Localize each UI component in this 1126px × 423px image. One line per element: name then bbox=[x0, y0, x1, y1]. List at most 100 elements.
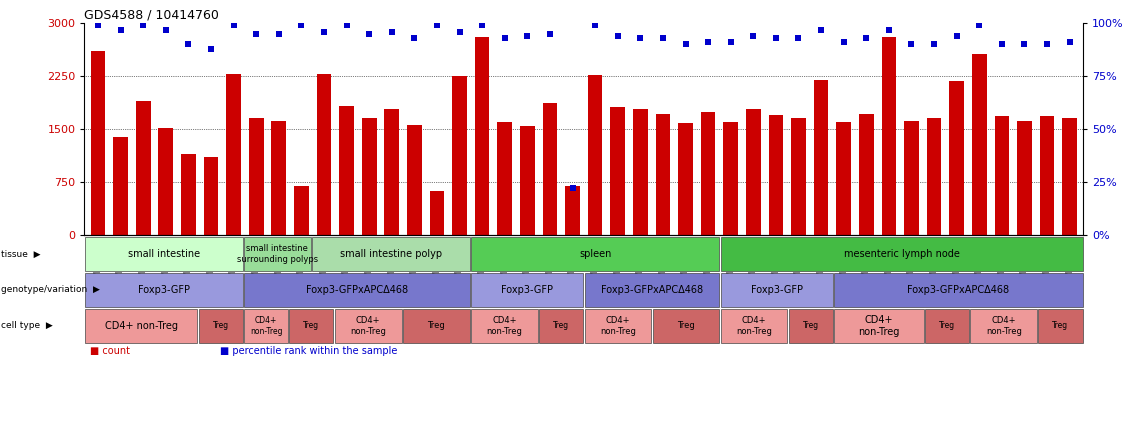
Bar bbox=[198, 309, 243, 343]
Point bbox=[812, 26, 830, 33]
Bar bbox=[498, 122, 512, 235]
Bar bbox=[678, 123, 692, 235]
Point bbox=[157, 26, 175, 33]
Text: CD4+
non-Treg: CD4+ non-Treg bbox=[486, 316, 522, 335]
Text: ■ percentile rank within the sample: ■ percentile rank within the sample bbox=[220, 346, 397, 356]
Text: CD4+
non-Treg: CD4+ non-Treg bbox=[986, 316, 1021, 335]
Point bbox=[111, 26, 129, 33]
Point bbox=[518, 33, 536, 39]
Text: GDS4588 / 10414760: GDS4588 / 10414760 bbox=[84, 8, 220, 22]
Point bbox=[405, 35, 423, 41]
Point bbox=[224, 22, 242, 29]
Point bbox=[134, 22, 152, 29]
Bar bbox=[384, 109, 399, 235]
Text: Foxp3-GFPxAPCΔ468: Foxp3-GFPxAPCΔ468 bbox=[908, 285, 1009, 295]
Bar bbox=[1039, 116, 1054, 235]
Bar bbox=[471, 273, 583, 307]
Text: CD4+
non-Treg: CD4+ non-Treg bbox=[600, 316, 636, 335]
Point bbox=[971, 22, 989, 29]
Bar bbox=[181, 154, 196, 235]
Bar bbox=[289, 309, 333, 343]
Point bbox=[677, 41, 695, 48]
Bar bbox=[453, 76, 467, 235]
Text: CD4+
non-Treg: CD4+ non-Treg bbox=[250, 316, 283, 335]
Bar bbox=[859, 113, 874, 235]
Bar bbox=[610, 107, 625, 235]
Point bbox=[495, 35, 513, 41]
Point bbox=[450, 28, 468, 35]
Bar bbox=[721, 309, 787, 343]
Bar bbox=[924, 309, 969, 343]
Bar bbox=[972, 54, 986, 235]
Bar bbox=[584, 273, 720, 307]
Point bbox=[89, 22, 107, 29]
Text: Foxp3-GFPxAPCΔ468: Foxp3-GFPxAPCΔ468 bbox=[306, 285, 408, 295]
Bar bbox=[834, 309, 923, 343]
Point bbox=[248, 30, 266, 37]
Point bbox=[744, 33, 762, 39]
Text: tissue  ▶: tissue ▶ bbox=[1, 250, 41, 258]
Text: Foxp3-GFP: Foxp3-GFP bbox=[751, 285, 803, 295]
Bar bbox=[430, 191, 445, 235]
Bar bbox=[721, 237, 1082, 271]
Point bbox=[1016, 41, 1034, 48]
Bar bbox=[655, 114, 670, 235]
Point bbox=[540, 30, 558, 37]
Point bbox=[179, 41, 197, 48]
Text: genotype/variation  ▶: genotype/variation ▶ bbox=[1, 286, 100, 294]
Bar bbox=[136, 101, 151, 235]
Bar bbox=[339, 107, 354, 235]
Text: ■ count: ■ count bbox=[90, 346, 131, 356]
Text: Treg: Treg bbox=[303, 321, 320, 330]
Bar bbox=[244, 237, 311, 271]
Point bbox=[293, 22, 311, 29]
Bar bbox=[294, 186, 309, 235]
Bar bbox=[520, 126, 535, 235]
Bar bbox=[406, 126, 422, 235]
Text: Treg: Treg bbox=[213, 321, 229, 330]
Text: Treg: Treg bbox=[1053, 321, 1069, 330]
Text: spleen: spleen bbox=[579, 249, 611, 259]
Point bbox=[473, 22, 491, 29]
Bar bbox=[1062, 118, 1076, 235]
Bar bbox=[927, 118, 941, 235]
Bar bbox=[543, 103, 557, 235]
Bar bbox=[565, 186, 580, 235]
Bar bbox=[159, 128, 173, 235]
Bar bbox=[539, 309, 583, 343]
Text: CD4+ non-Treg: CD4+ non-Treg bbox=[105, 321, 178, 331]
Bar bbox=[86, 273, 243, 307]
Bar bbox=[471, 237, 720, 271]
Bar bbox=[792, 118, 806, 235]
Bar bbox=[882, 37, 896, 235]
Bar bbox=[653, 309, 720, 343]
Bar bbox=[471, 309, 538, 343]
Bar bbox=[971, 309, 1037, 343]
Bar bbox=[837, 122, 851, 235]
Text: CD4+
non-Treg: CD4+ non-Treg bbox=[350, 316, 386, 335]
Point bbox=[857, 35, 875, 41]
Point bbox=[609, 33, 627, 39]
Point bbox=[926, 41, 944, 48]
Bar bbox=[723, 122, 738, 235]
Text: Foxp3-GFP: Foxp3-GFP bbox=[137, 285, 190, 295]
Point bbox=[383, 28, 401, 35]
Point bbox=[879, 26, 897, 33]
Bar bbox=[334, 309, 402, 343]
Text: Treg: Treg bbox=[428, 321, 445, 330]
Point bbox=[654, 35, 672, 41]
Text: Treg: Treg bbox=[677, 321, 695, 330]
Bar bbox=[588, 75, 602, 235]
Bar bbox=[834, 273, 1082, 307]
Point bbox=[722, 39, 740, 46]
Bar bbox=[271, 121, 286, 235]
Point bbox=[360, 30, 378, 37]
Bar bbox=[249, 118, 263, 235]
Text: CD4+
non-Treg: CD4+ non-Treg bbox=[736, 316, 772, 335]
Point bbox=[587, 22, 605, 29]
Bar bbox=[721, 273, 833, 307]
Bar bbox=[244, 273, 470, 307]
Point bbox=[338, 22, 356, 29]
Point bbox=[948, 33, 966, 39]
Bar bbox=[584, 309, 651, 343]
